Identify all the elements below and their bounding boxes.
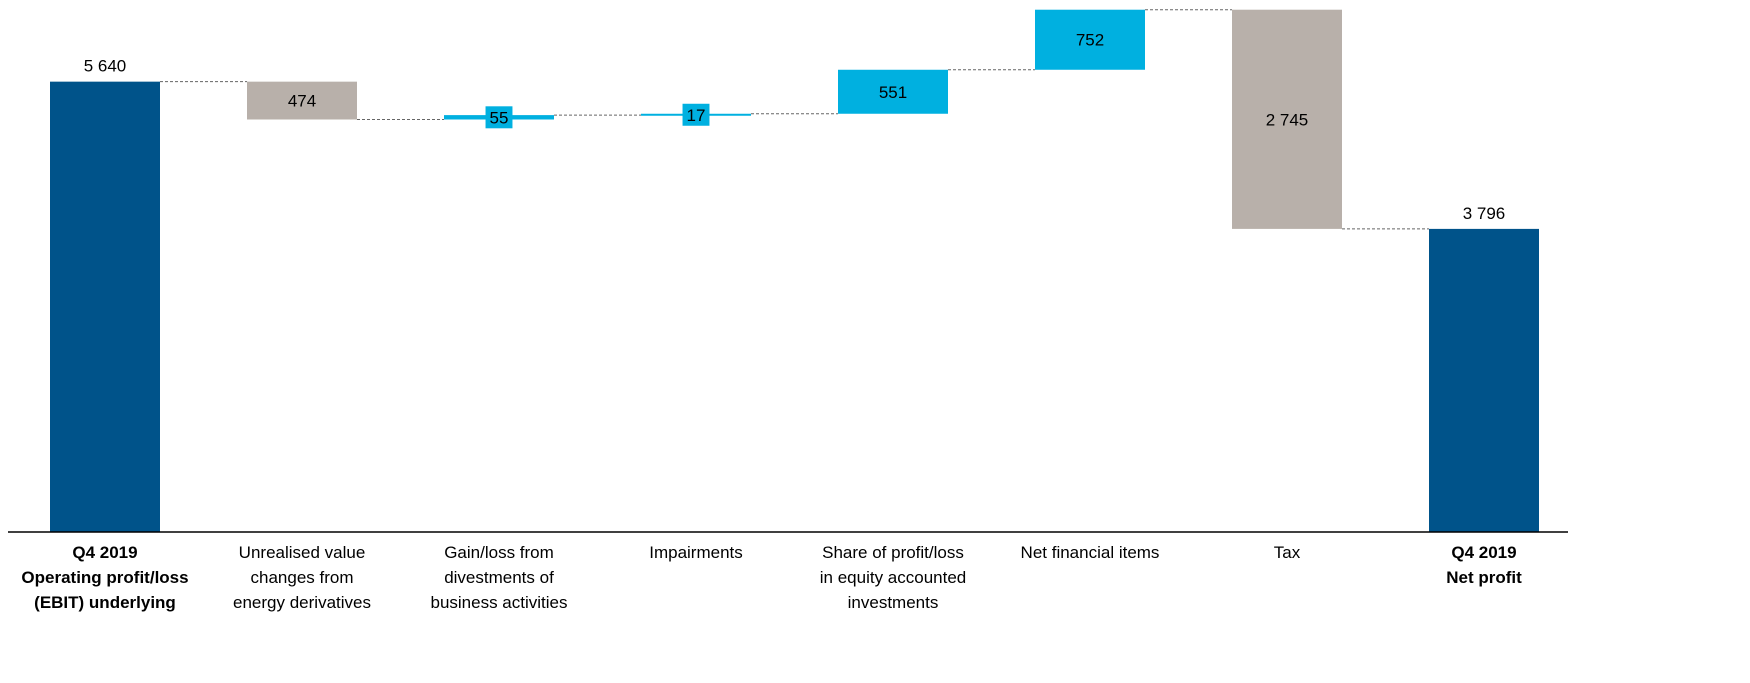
label-line: Net financial items <box>1021 543 1160 562</box>
bar <box>247 81 357 120</box>
label-line: changes from <box>251 568 354 587</box>
label-line: Tax <box>1274 543 1301 562</box>
bar <box>838 69 948 114</box>
value-label: 474 <box>288 92 316 111</box>
label-line: in equity accounted <box>820 568 967 587</box>
x-tick-label: Q4 2019 Operating profit/loss (EBIT) under… <box>21 543 188 612</box>
value-label: 3 796 <box>1463 204 1506 223</box>
label-line: Unrealised value <box>239 543 366 562</box>
x-tick-label: Impairments <box>649 543 743 562</box>
label-line: business activities <box>430 593 567 612</box>
bar <box>50 81 160 533</box>
label-line: investments <box>848 593 939 612</box>
label-line: Net profit <box>1446 568 1522 587</box>
value-label: 551 <box>879 83 907 102</box>
x-tick-label: Q4 2019 Net profit <box>1446 543 1522 587</box>
label-line: Impairments <box>649 543 743 562</box>
bar <box>1429 228 1539 533</box>
value-label: 2 745 <box>1266 110 1309 129</box>
label-line: Operating profit/loss <box>21 568 188 587</box>
value-label: 752 <box>1076 31 1104 50</box>
label-line: Gain/loss from <box>444 543 554 562</box>
label-line: energy derivatives <box>233 593 371 612</box>
x-tick-label: Share of profit/loss in equity accounted i… <box>820 543 967 612</box>
value-label: 55 <box>490 108 509 127</box>
value-label: 5 640 <box>84 57 127 76</box>
x-tick-label: Tax <box>1274 543 1301 562</box>
value-label-bg <box>682 103 710 126</box>
label-line: Q4 2019 <box>1451 543 1516 562</box>
label-line: divestments of <box>444 568 554 587</box>
label-line: (EBIT) underlying <box>34 593 176 612</box>
bar <box>1035 9 1145 70</box>
label-line: Q4 2019 <box>72 543 137 562</box>
label-line: Share of profit/loss <box>822 543 964 562</box>
x-tick-label: Unrealised value changes from energy deriv… <box>233 543 371 612</box>
x-tick-label: Net financial items <box>1021 543 1160 562</box>
x-tick-label: Gain/loss from divestments of business act… <box>430 543 567 612</box>
value-label: 17 <box>687 106 706 125</box>
bar <box>1232 9 1342 229</box>
value-label-bg <box>485 106 513 129</box>
